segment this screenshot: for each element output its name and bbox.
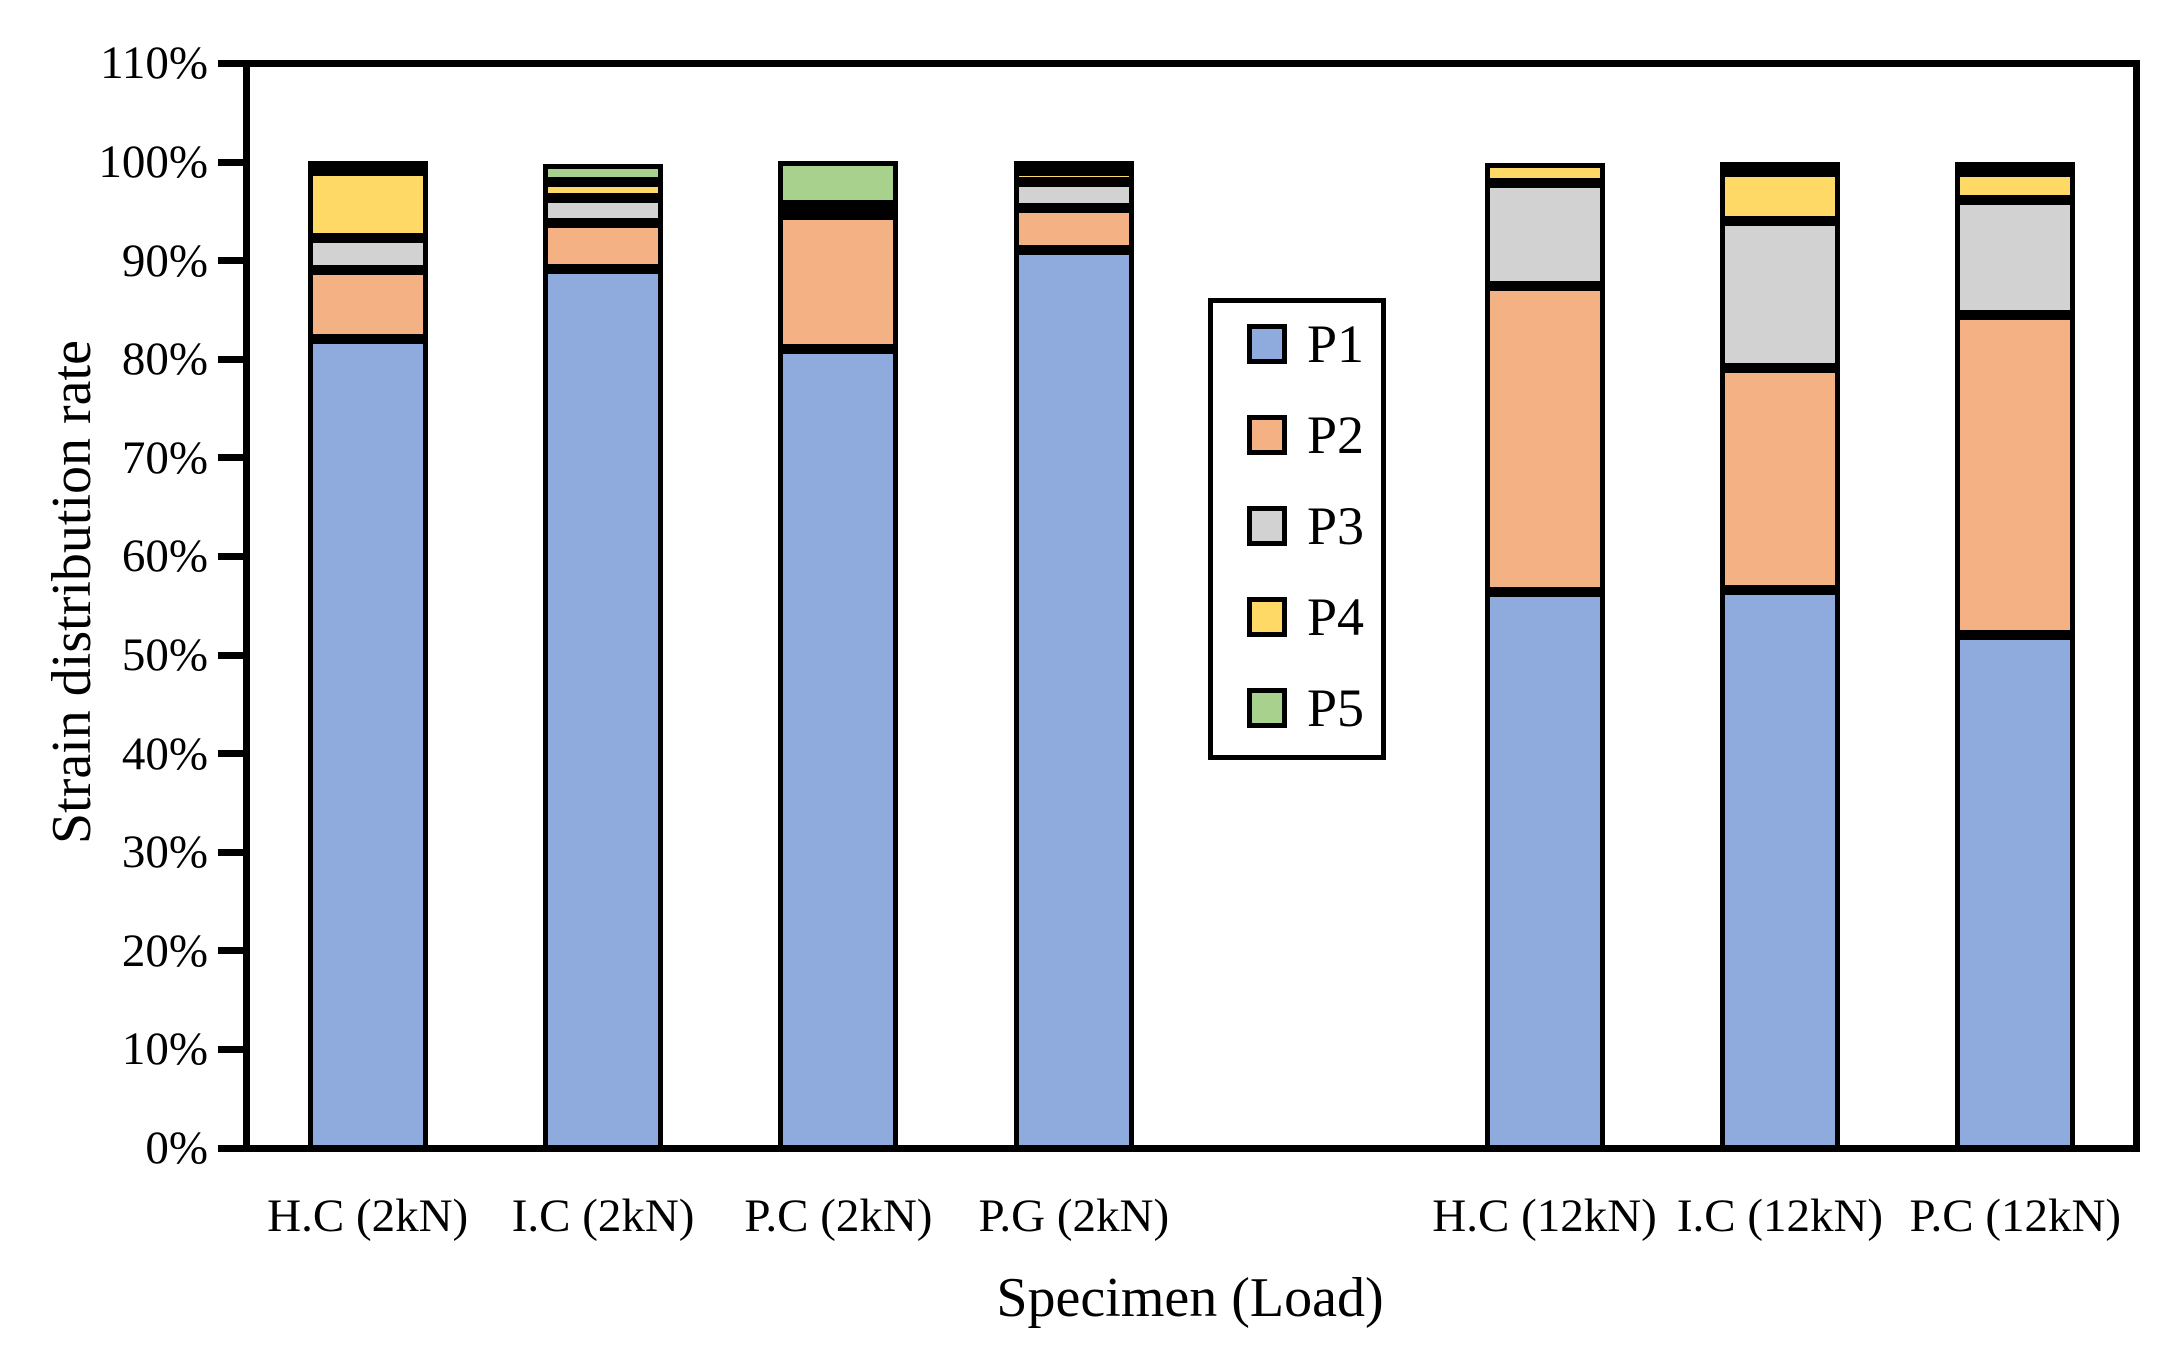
y-tick-label: 100% <box>98 136 208 188</box>
bar-segment-P3 <box>1013 182 1134 208</box>
y-tick-label: 90% <box>121 234 208 287</box>
legend-item-P2: P2 <box>1247 405 1365 465</box>
y-tick-mark <box>218 1045 246 1053</box>
y-tick-mark <box>218 158 246 166</box>
bar-segment-P1 <box>778 349 899 1150</box>
y-tick-mark <box>218 1144 246 1152</box>
bar-P.C (12kN) <box>1955 162 2076 1150</box>
bar-segment-P4 <box>543 182 664 198</box>
bar-segment-P5 <box>307 161 428 171</box>
y-tick-mark <box>218 355 246 363</box>
bar-segment-P3 <box>1955 200 2076 315</box>
y-tick-mark <box>218 59 246 67</box>
bar-segment-P2 <box>1719 368 1840 590</box>
x-category-label: P.C (12kN) <box>1909 1190 2122 1242</box>
y-tick-mark <box>218 257 246 265</box>
bar-I.C (12kN) <box>1719 162 1840 1150</box>
legend-item-P1: P1 <box>1247 314 1365 374</box>
x-category-label: H.C (12kN) <box>1432 1190 1657 1242</box>
legend: P1 P2 P3 P4 P5 <box>1208 298 1386 760</box>
bar-segment-P5 <box>778 161 899 205</box>
y-tick-label: 0% <box>145 1122 208 1174</box>
bar-segment-P4 <box>1484 163 1605 183</box>
bar-segment-P4 <box>307 171 428 238</box>
y-axis-title: Strain distribution rate <box>41 340 103 844</box>
y-tick-label: 50% <box>121 629 208 681</box>
bar-segment-P5 <box>1719 162 1840 172</box>
legend-item-P4: P4 <box>1247 587 1365 647</box>
bar-segment-P4 <box>1719 172 1840 221</box>
bar-segment-P2 <box>778 215 899 349</box>
legend-label: P5 <box>1307 678 1365 738</box>
plot-area <box>243 60 2140 1152</box>
y-tick-label: 20% <box>121 924 208 977</box>
bar-segment-P5 <box>1013 161 1134 171</box>
y-tick-label: 110% <box>100 37 208 90</box>
y-tick-label: 30% <box>121 826 208 879</box>
legend-label: P4 <box>1307 587 1365 647</box>
bar-segment-P2 <box>543 223 664 269</box>
x-category-label: P.C (2kN) <box>744 1190 933 1242</box>
bar-segment-P3 <box>307 238 428 270</box>
bar-segment-P2 <box>307 270 428 339</box>
bar-H.C (2kN) <box>307 161 428 1150</box>
bar-segment-P5 <box>543 164 664 182</box>
legend-item-P5: P5 <box>1247 678 1365 738</box>
y-tick-label: 80% <box>121 333 208 386</box>
y-tick-mark <box>218 947 246 955</box>
legend-label: P2 <box>1307 405 1365 465</box>
legend-label: P3 <box>1307 496 1365 556</box>
y-tick-label: 10% <box>121 1023 208 1076</box>
legend-swatch-P1 <box>1247 324 1287 364</box>
legend-label: P1 <box>1307 314 1365 374</box>
bar-segment-P1 <box>1013 250 1134 1150</box>
bar-segment-P1 <box>307 339 428 1150</box>
x-category-label: I.C (12kN) <box>1676 1190 1884 1242</box>
y-tick-label: 60% <box>121 530 208 583</box>
legend-swatch-P2 <box>1247 415 1287 455</box>
x-category-label: I.C (2kN) <box>511 1190 695 1242</box>
x-axis-title: Specimen (Load) <box>996 1267 1384 1329</box>
bar-segment-P4 <box>1955 172 2076 200</box>
bar-segment-P2 <box>1013 208 1134 250</box>
y-tick-mark <box>218 651 246 659</box>
x-category-label: H.C (2kN) <box>267 1190 469 1242</box>
bar-segment-P3 <box>543 198 664 223</box>
y-tick-label: 70% <box>121 431 208 484</box>
bar-I.C (2kN) <box>543 164 664 1150</box>
bar-segment-P3 <box>1484 183 1605 286</box>
bar-segment-P1 <box>543 269 664 1150</box>
bar-segment-P1 <box>1955 635 2076 1150</box>
bar-P.C (2kN) <box>778 161 899 1150</box>
y-tick-label: 40% <box>121 727 208 780</box>
bar-segment-P1 <box>1719 590 1840 1150</box>
bar-segment-P1 <box>1484 592 1605 1150</box>
bar-segment-P4 <box>778 205 899 215</box>
bar-H.C (12kN) <box>1484 163 1605 1150</box>
legend-swatch-P3 <box>1247 506 1287 546</box>
bar-segment-P2 <box>1484 286 1605 592</box>
legend-swatch-P4 <box>1247 597 1287 637</box>
legend-swatch-P5 <box>1247 688 1287 728</box>
bar-segment-P2 <box>1955 315 2076 635</box>
bar-segment-P3 <box>1719 221 1840 368</box>
legend-item-P3: P3 <box>1247 496 1365 556</box>
y-tick-mark <box>218 848 246 856</box>
bar-segment-P4 <box>1013 171 1134 182</box>
y-tick-mark <box>218 750 246 758</box>
x-category-label: P.G (2kN) <box>978 1190 1170 1242</box>
y-tick-mark <box>218 552 246 560</box>
bar-segment-P5 <box>1955 162 2076 172</box>
bar-P.G (2kN) <box>1013 161 1134 1150</box>
y-tick-mark <box>218 454 246 462</box>
